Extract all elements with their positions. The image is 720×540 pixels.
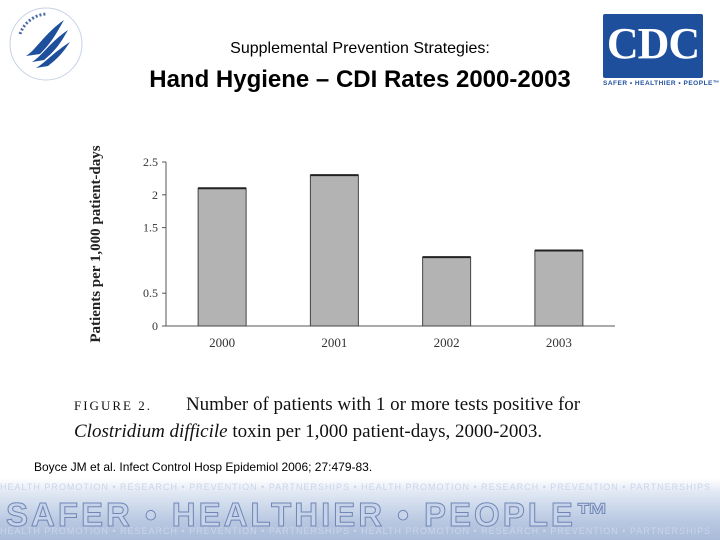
x-tick-label: 2000	[209, 335, 235, 350]
y-tick-label: 2.5	[143, 155, 158, 169]
y-axis-label: Patients per 1,000 patient-days	[88, 145, 104, 342]
slide-title: Hand Hygiene – CDI Rates 2000-2003	[149, 66, 571, 93]
y-tick-label: 0.5	[143, 286, 158, 300]
bar-2003	[534, 250, 584, 327]
cdc-logo-box: CDC	[603, 14, 703, 78]
cdc-logo: CDC SAFER • HEALTHIER • PEOPLE™	[603, 14, 720, 90]
bar-2001	[309, 174, 359, 327]
x-tick-label: 2002	[434, 335, 460, 350]
bar-chart: Patients per 1,000 patient-days 0 0.5 1.5 2 2…	[88, 145, 615, 350]
footer-banner: HEALTH PROMOTION • RESEARCH • PREVENTION…	[0, 478, 720, 540]
y-tick-label: 0	[152, 319, 158, 333]
hhs-seal-logo	[6, 4, 86, 84]
x-tick-label: 2003	[546, 335, 572, 350]
caption-line-1: Number of patients with 1 or more tests …	[185, 394, 581, 415]
slide-subtitle: Supplemental Prevention Strategies:	[230, 40, 490, 57]
bar-2002	[422, 256, 472, 327]
cdc-tagline: SAFER • HEALTHIER • PEOPLE™	[603, 80, 720, 87]
footer-background-words-2: HEALTH PROMOTION • RESEARCH • PREVENTION…	[0, 526, 712, 536]
hhs-eagle-seal-icon	[9, 7, 83, 81]
bar-2000	[197, 187, 247, 327]
caption-line-2: toxin per 1,000 patient-days, 2000-2003.	[227, 421, 543, 442]
footer-background-words-1: HEALTH PROMOTION • RESEARCH • PREVENTION…	[0, 482, 712, 492]
citation: Boyce JM et al. Infect Control Hosp Epid…	[34, 460, 373, 474]
x-tick-label: 2001	[321, 335, 347, 350]
caption-organism: Clostridium difficile	[74, 421, 228, 442]
figure-caption: FIGURE 2. Number of patients with 1 or m…	[74, 392, 580, 446]
footer-slogan: SAFER • HEALTHIER • PEOPLE™	[6, 496, 612, 534]
cdc-logo-text: CDC	[606, 19, 700, 68]
y-tick-label: 2	[152, 188, 158, 202]
figure-label: FIGURE 2.	[74, 398, 152, 413]
y-tick-label: 1.5	[143, 221, 158, 235]
